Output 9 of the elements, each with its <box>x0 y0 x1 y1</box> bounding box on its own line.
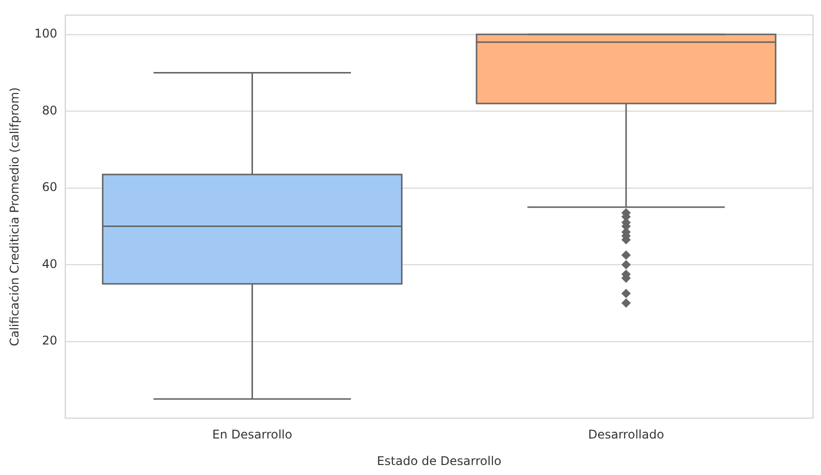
x-tick-label: Desarrollado <box>588 428 664 442</box>
y-tick-label: 40 <box>42 256 58 271</box>
y-tick-label: 60 <box>42 180 58 194</box>
y-axis-title: Calificación Crediticia Promedio (califprom) <box>7 87 22 346</box>
x-axis-title: Estado de Desarrollo <box>376 454 502 468</box>
y-tick-label: 100 <box>34 26 58 41</box>
y-tick-label: 20 <box>42 334 58 348</box>
x-tick-label: En Desarrollo <box>212 428 292 442</box>
y-tick-label: 80 <box>42 103 58 118</box>
